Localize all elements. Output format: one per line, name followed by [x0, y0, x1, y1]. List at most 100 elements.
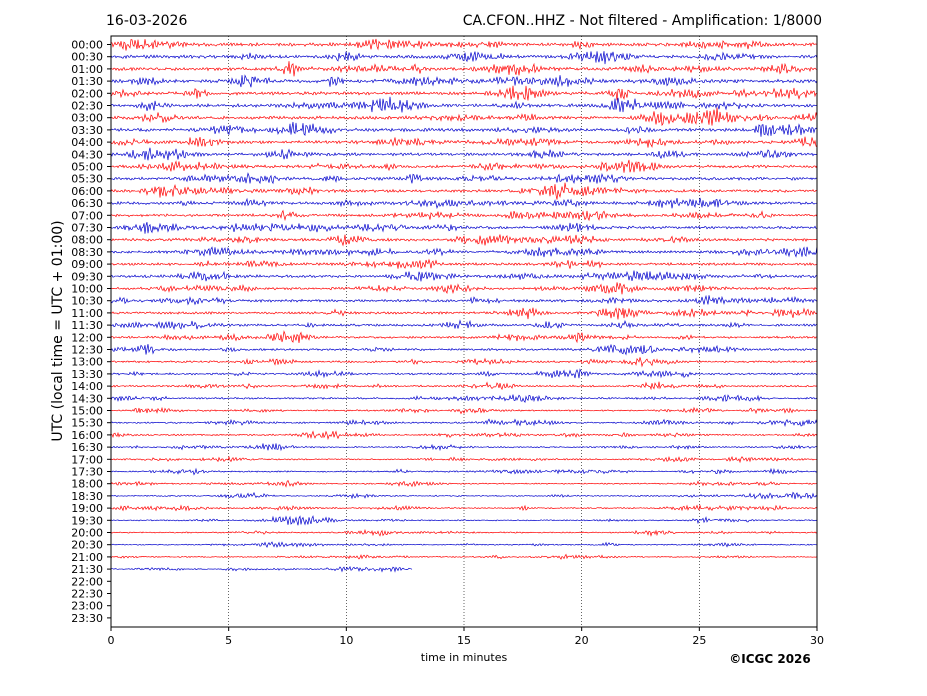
row-time-label: 16:30 [71, 441, 103, 454]
row-time-label: 14:30 [71, 392, 103, 405]
seismic-trace-1100 [110, 307, 818, 320]
row-time-label: 23:00 [71, 600, 103, 613]
row-time-label: 13:30 [71, 368, 103, 381]
row-time-label: 06:00 [71, 185, 103, 198]
x-tick-label: 0 [108, 634, 115, 647]
seismic-trace-2100 [110, 553, 818, 560]
y-axis-label: UTC (local time = UTC + 01:00) [50, 220, 66, 441]
row-time-label: 12:00 [71, 331, 103, 344]
grid-lines [228, 36, 700, 627]
seismic-trace-0530 [110, 172, 818, 185]
seismic-trace-0100 [110, 61, 818, 77]
x-ticks: 0 5 10 15 20 25 30 [108, 627, 824, 647]
seismic-trace-0630 [110, 197, 818, 209]
seismic-trace-0200 [110, 85, 818, 101]
x-tick-label: 5 [225, 634, 232, 647]
x-tick-label: 20 [575, 634, 589, 647]
seismic-trace-0400 [110, 136, 818, 148]
seismic-trace-1630 [110, 443, 818, 452]
row-time-label: 11:00 [71, 307, 103, 320]
row-time-label: 04:30 [71, 148, 103, 161]
seismic-trace-0130 [110, 74, 818, 88]
plot-frame [110, 35, 818, 628]
seismic-trace-1000 [110, 282, 818, 295]
seismic-trace-0330 [110, 121, 818, 137]
row-time-label: 13:00 [71, 356, 103, 369]
seismic-trace-0700 [110, 209, 818, 222]
row-time-label: 22:00 [71, 575, 103, 588]
row-time-label: 05:00 [71, 161, 103, 174]
row-time-label: 09:00 [71, 258, 103, 271]
seismic-trace-0800 [110, 234, 818, 247]
row-time-label: 22:30 [71, 588, 103, 601]
row-time-label: 01:00 [71, 63, 103, 76]
seismic-trace-0930 [110, 270, 818, 282]
row-time-label: 04:00 [71, 136, 103, 149]
row-time-label: 05:30 [71, 173, 103, 186]
row-time-label: 14:00 [71, 380, 103, 393]
x-tick-label: 30 [810, 634, 824, 647]
row-time-label: 21:30 [71, 563, 103, 576]
seismic-trace-1830 [110, 491, 818, 500]
row-time-label: 08:30 [71, 246, 103, 259]
seismic-trace-0730 [110, 222, 818, 234]
seismic-trace-0300 [110, 107, 818, 127]
seismic-trace-0830 [110, 245, 818, 258]
seismic-trace-0500 [110, 159, 818, 173]
seismic-trace-1730 [110, 467, 818, 476]
seismic-traces [110, 38, 818, 573]
seismic-trace-1500 [110, 406, 818, 415]
row-time-label: 21:00 [71, 551, 103, 564]
row-time-label: 10:00 [71, 283, 103, 296]
seismic-trace-1230 [110, 343, 818, 356]
row-time-label: 01:30 [71, 75, 103, 88]
row-time-label: 20:00 [71, 527, 103, 540]
seismic-trace-0430 [110, 147, 818, 161]
x-tick-label: 10 [339, 634, 353, 647]
row-time-label: 10:30 [71, 295, 103, 308]
x-tick-label: 25 [692, 634, 706, 647]
seismic-trace-0900 [110, 258, 818, 270]
seismic-trace-0000 [110, 38, 818, 51]
row-time-label: 19:30 [71, 514, 103, 527]
row-time-label: 03:00 [71, 112, 103, 125]
seismic-trace-0600 [110, 182, 818, 200]
row-labels: 00:0000:3001:0001:3002:0002:3003:0003:30… [71, 39, 111, 625]
row-time-label: 12:30 [71, 344, 103, 357]
seismic-trace-0230 [110, 96, 818, 113]
row-time-label: 00:00 [71, 39, 103, 52]
x-tick-label: 15 [457, 634, 471, 647]
row-time-label: 20:30 [71, 539, 103, 552]
seismic-trace-1900 [110, 504, 818, 512]
seismic-trace-1800 [110, 479, 818, 488]
row-time-label: 17:00 [71, 453, 103, 466]
seismic-trace-2030 [110, 541, 818, 548]
station-info-title: CA.CFON..HHZ - Not filtered - Amplificat… [463, 13, 822, 29]
date-label: 16-03-2026 [106, 13, 187, 29]
seismic-trace-1930 [110, 515, 818, 526]
row-time-label: 16:00 [71, 429, 103, 442]
row-time-label: 11:30 [71, 319, 103, 332]
seismic-trace-1600 [110, 430, 818, 441]
seismic-trace-0030 [110, 51, 818, 65]
seismic-trace-2130 [110, 565, 413, 573]
row-time-label: 09:30 [71, 270, 103, 283]
row-time-label: 17:30 [71, 466, 103, 479]
seismic-trace-1700 [110, 455, 818, 464]
row-time-label: 07:30 [71, 222, 103, 235]
row-time-label: 23:30 [71, 612, 103, 625]
row-time-label: 19:00 [71, 502, 103, 515]
seismic-trace-1330 [110, 368, 818, 379]
seismic-trace-1030 [110, 294, 818, 306]
copyright-label: ©ICGC 2026 [729, 652, 811, 666]
seismic-trace-1130 [110, 319, 818, 331]
seismic-trace-1200 [110, 330, 818, 344]
row-time-label: 02:00 [71, 87, 103, 100]
row-time-label: 03:30 [71, 124, 103, 137]
row-time-label: 08:00 [71, 234, 103, 247]
row-time-label: 00:30 [71, 51, 103, 64]
seismic-trace-1430 [110, 394, 818, 403]
seismic-trace-1400 [110, 381, 818, 391]
row-time-label: 18:00 [71, 478, 103, 491]
